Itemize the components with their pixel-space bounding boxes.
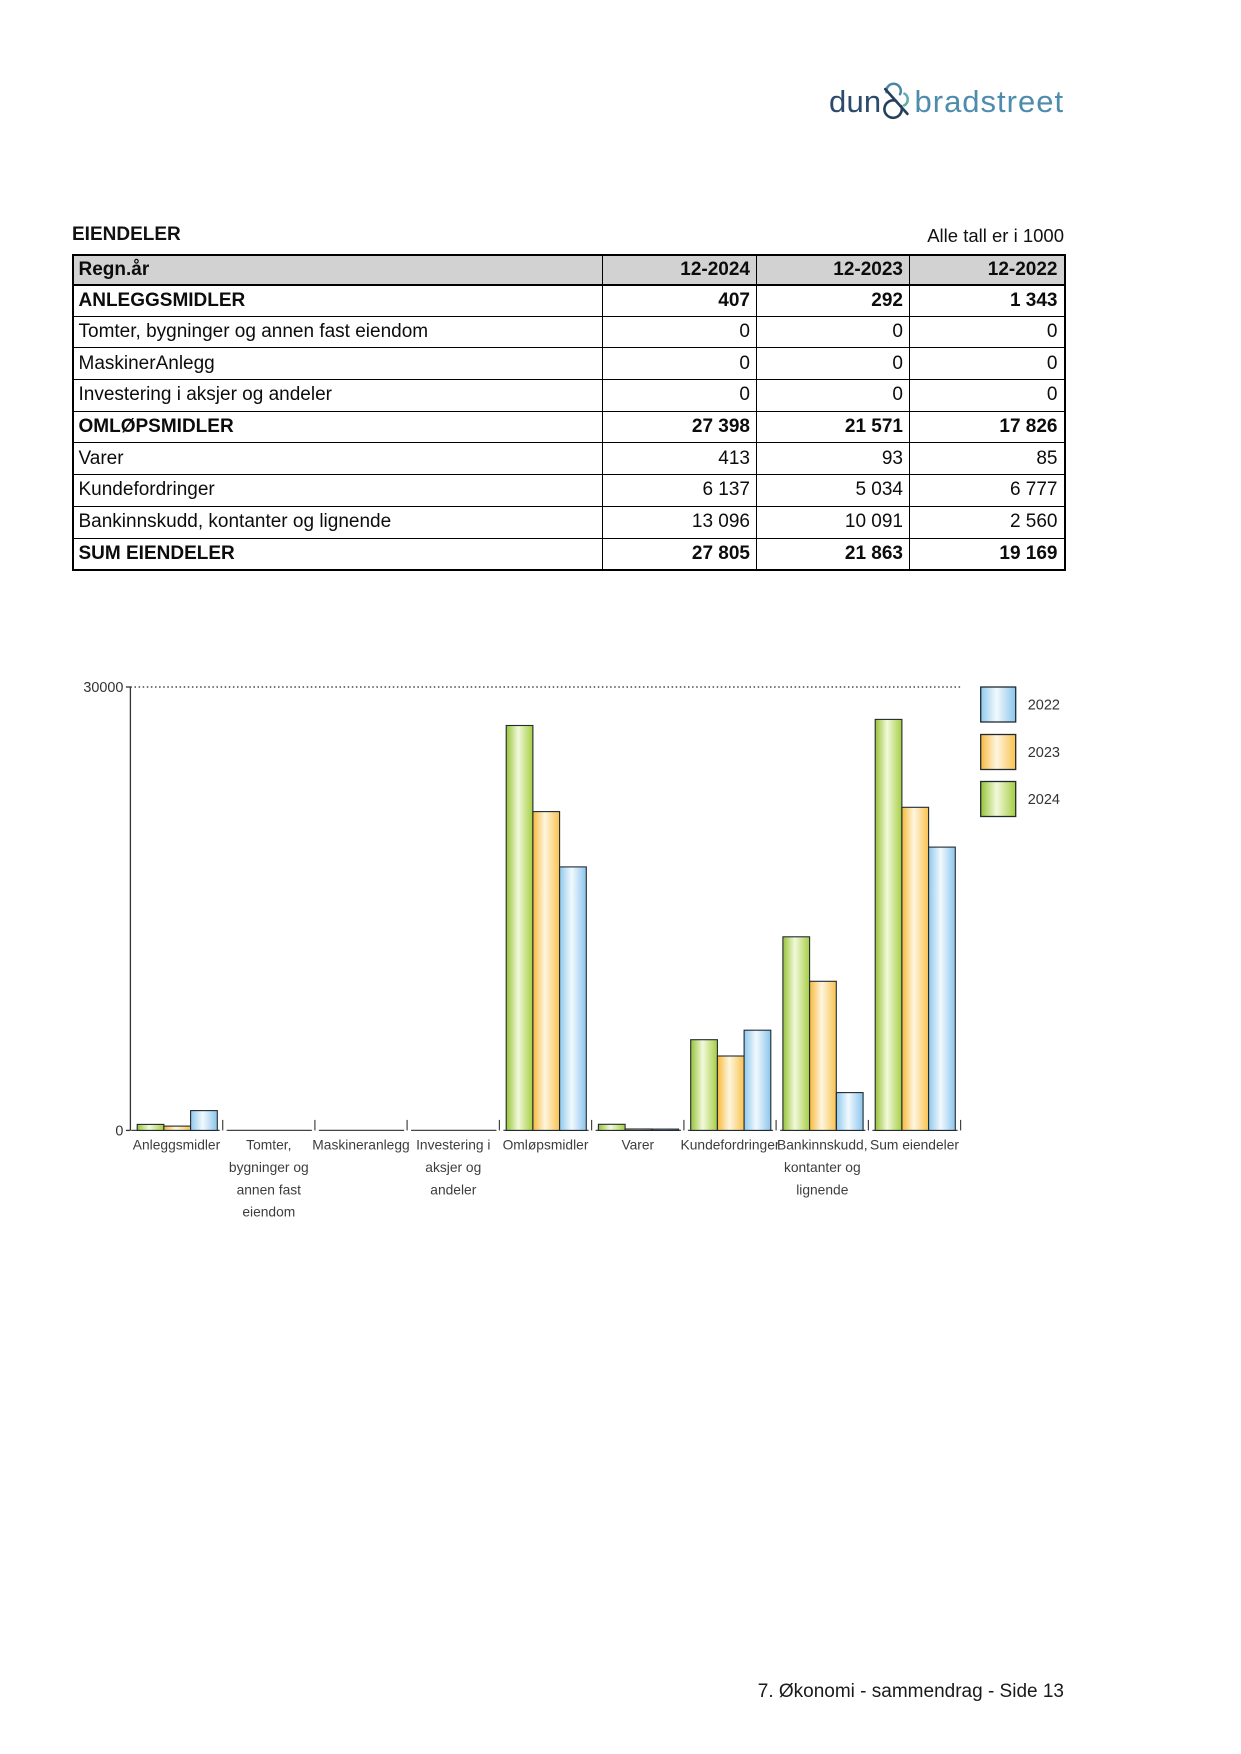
svg-text:2022: 2022	[1028, 698, 1060, 714]
svg-text:2023: 2023	[1028, 745, 1060, 761]
svg-text:Sum eiendeler: Sum eiendeler	[870, 1138, 959, 1153]
svg-text:eiendom: eiendom	[242, 1205, 295, 1220]
svg-text:Investering i: Investering i	[416, 1138, 490, 1153]
svg-text:annen fast: annen fast	[237, 1182, 302, 1197]
svg-text:bygninger og: bygninger og	[229, 1160, 309, 1175]
svg-text:aksjer og: aksjer og	[425, 1160, 481, 1175]
svg-text:2024: 2024	[1028, 792, 1060, 808]
svg-text:kontanter og: kontanter og	[784, 1160, 861, 1175]
svg-text:0: 0	[115, 1124, 123, 1140]
svg-text:Kundefordringer: Kundefordringer	[681, 1138, 780, 1153]
svg-text:lignende: lignende	[796, 1182, 848, 1197]
svg-text:Anleggsmidler: Anleggsmidler	[133, 1138, 221, 1153]
svg-text:Maskineranlegg: Maskineranlegg	[312, 1138, 409, 1153]
svg-text:Omløpsmidler: Omløpsmidler	[503, 1138, 589, 1153]
svg-text:andeler: andeler	[430, 1182, 476, 1197]
svg-text:30000: 30000	[83, 680, 123, 696]
svg-text:Tomter,: Tomter,	[246, 1138, 291, 1153]
svg-text:Bankinnskudd,: Bankinnskudd,	[777, 1138, 868, 1153]
svg-text:Varer: Varer	[621, 1138, 654, 1153]
